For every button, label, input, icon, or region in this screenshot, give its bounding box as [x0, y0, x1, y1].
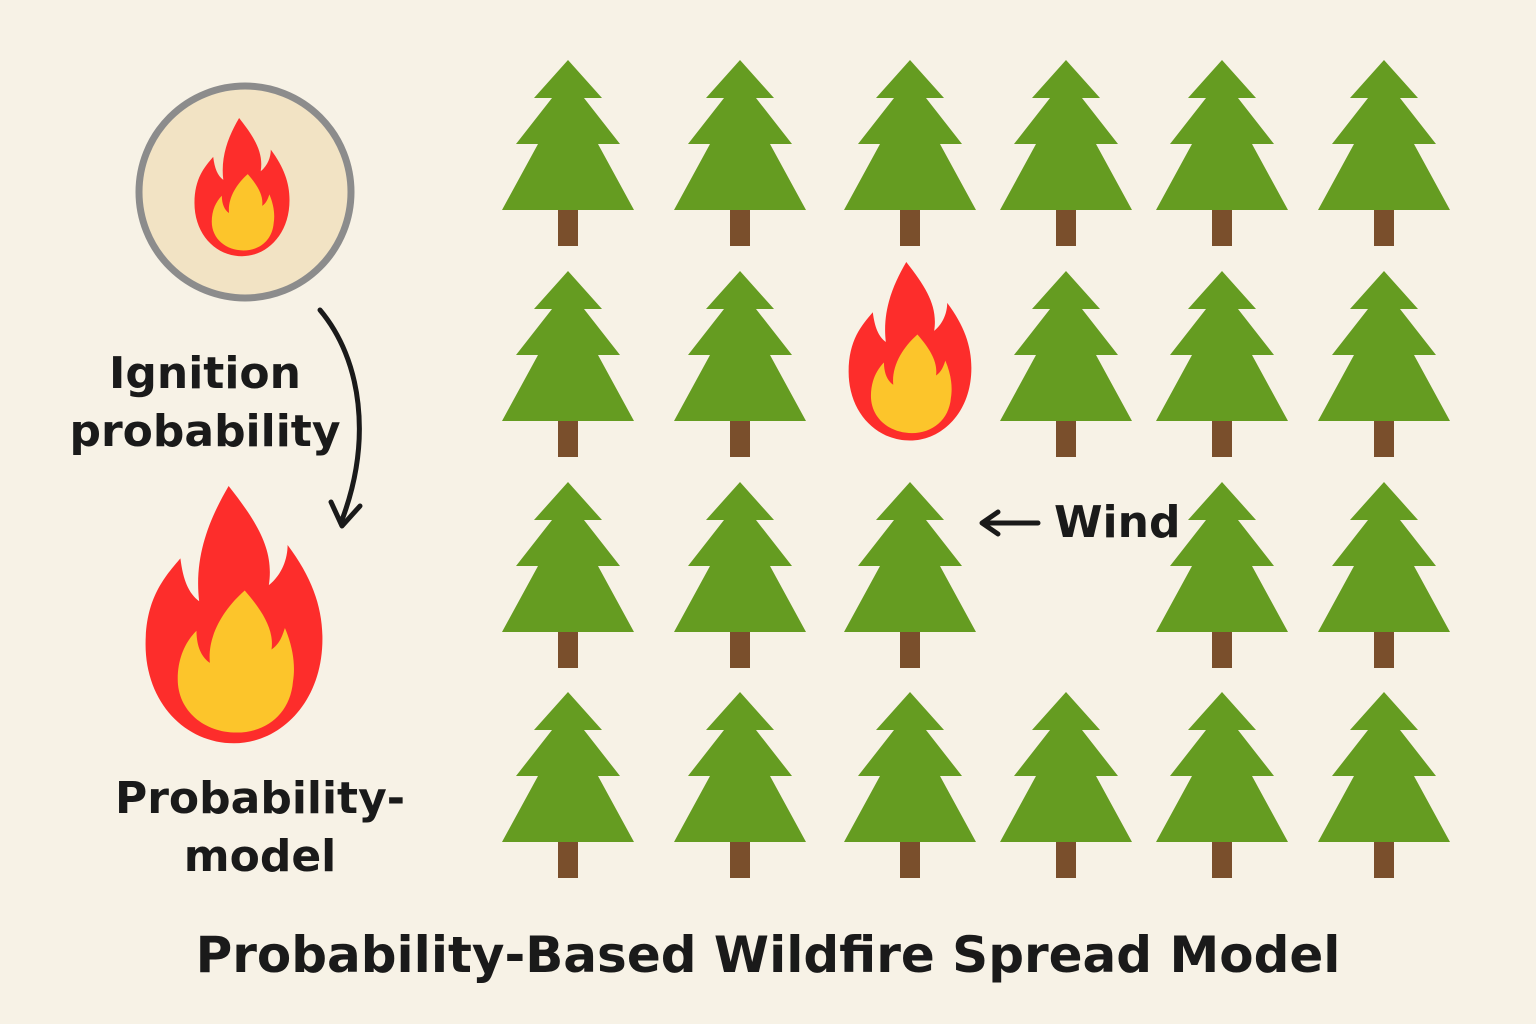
ignition-probability-label: Ignition probability	[30, 345, 380, 461]
pine-tree-icon	[1318, 271, 1450, 457]
pine-tree-icon	[674, 692, 806, 878]
pine-tree-icon	[1318, 60, 1450, 246]
model-label-line2: model	[183, 831, 337, 882]
probability-model-label: Probability- model	[85, 770, 435, 886]
pine-tree-icon	[1156, 692, 1288, 878]
curved-arrow-down-icon	[317, 307, 363, 529]
pine-tree-icon	[502, 482, 634, 668]
pine-tree-icon	[502, 692, 634, 878]
ignition-badge	[135, 82, 355, 302]
arrow-left-icon	[979, 509, 1041, 537]
pine-tree-icon	[1318, 482, 1450, 668]
pine-tree-icon	[502, 271, 634, 457]
pine-tree-icon	[1318, 692, 1450, 878]
pine-tree-icon	[844, 60, 976, 246]
page-title: Probability-Based Wildfire Spread Model	[195, 926, 1341, 984]
model-label-line1: Probability-	[114, 773, 406, 824]
ignition-label-line2: probability	[69, 406, 341, 457]
pine-tree-icon	[502, 60, 634, 246]
pine-tree-icon	[1000, 60, 1132, 246]
ignition-label-line1: Ignition	[109, 348, 301, 399]
pine-tree-icon	[1000, 271, 1132, 457]
pine-tree-icon	[674, 271, 806, 457]
pine-tree-icon	[844, 482, 976, 668]
fire-icon	[145, 486, 323, 744]
pine-tree-icon	[674, 60, 806, 246]
pine-tree-icon	[844, 692, 976, 878]
tree-grid	[502, 60, 1450, 878]
pine-tree-icon	[1156, 60, 1288, 246]
pine-tree-icon	[1000, 692, 1132, 878]
fire-icon	[848, 262, 972, 441]
pine-tree-icon	[674, 482, 806, 668]
pine-tree-icon	[1156, 271, 1288, 457]
wind-label: Wind	[1054, 497, 1181, 548]
